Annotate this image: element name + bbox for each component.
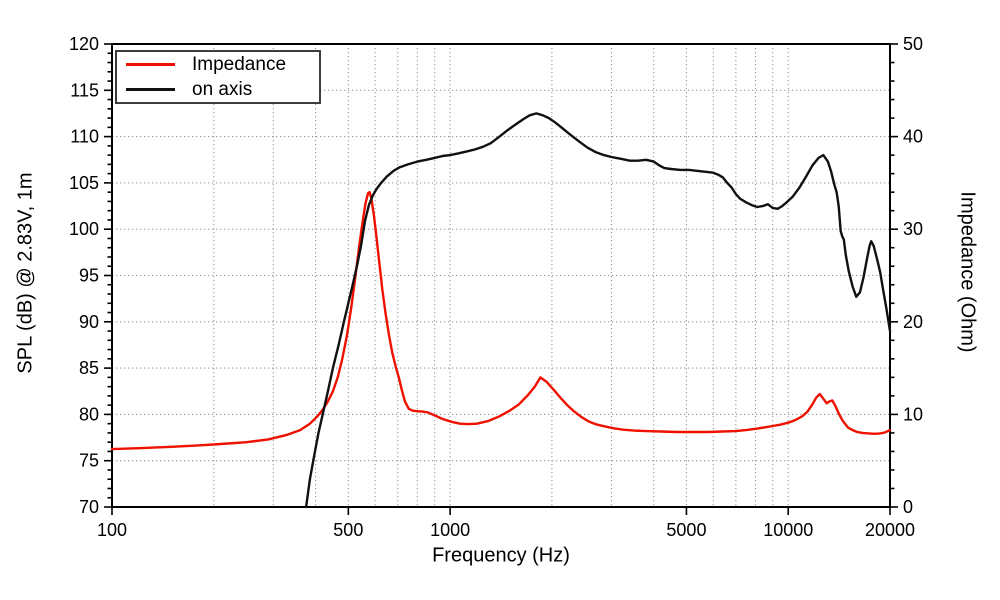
right-tick-label: 30 xyxy=(903,219,923,239)
left-tick-label: 70 xyxy=(79,497,99,517)
curve-on-axis xyxy=(304,112,892,509)
left-tick-label: 90 xyxy=(79,312,99,332)
chart-legend: Impedance on axis xyxy=(115,50,321,104)
right-tick-label: 20 xyxy=(903,312,923,332)
x-tick-label: 10000 xyxy=(763,520,813,540)
x-tick-label: 20000 xyxy=(865,520,915,540)
left-tick-label: 115 xyxy=(70,80,99,100)
right-tick-label: 40 xyxy=(903,127,923,147)
x-axis-title: Frequency (Hz) xyxy=(432,544,570,567)
left-tick-label: 105 xyxy=(69,173,99,193)
right-tick-label: 10 xyxy=(903,404,923,424)
x-tick-label: 1000 xyxy=(430,520,470,540)
right-y-axis-title: Impedance (Ohm) xyxy=(956,191,979,353)
x-tick-label: 500 xyxy=(333,520,363,540)
left-y-axis-title: SPL (dB) @ 2.83V, 1m xyxy=(14,172,37,374)
legend-label-on-axis: on axis xyxy=(192,78,253,100)
left-tick-label: 100 xyxy=(69,219,99,239)
x-tick-label: 5000 xyxy=(666,520,706,540)
right-tick-label: 0 xyxy=(903,497,913,517)
legend-item-impedance: Impedance xyxy=(117,53,319,77)
left-tick-label: 80 xyxy=(79,404,99,424)
right-tick-label: 50 xyxy=(903,34,923,54)
legend-label-impedance: Impedance xyxy=(192,54,287,76)
on-axis-line-sample-icon xyxy=(126,87,175,91)
left-tick-label: 85 xyxy=(79,358,99,378)
left-tick-label: 95 xyxy=(79,266,99,286)
left-tick-label: 75 xyxy=(79,451,99,471)
legend-item-on-axis: on axis xyxy=(117,77,319,101)
left-tick-label: 110 xyxy=(70,127,99,147)
left-tick-label: 120 xyxy=(69,34,99,54)
impedance-line-sample-icon xyxy=(126,63,175,67)
x-tick-label: 100 xyxy=(97,520,127,540)
curve-impedance xyxy=(110,190,892,451)
